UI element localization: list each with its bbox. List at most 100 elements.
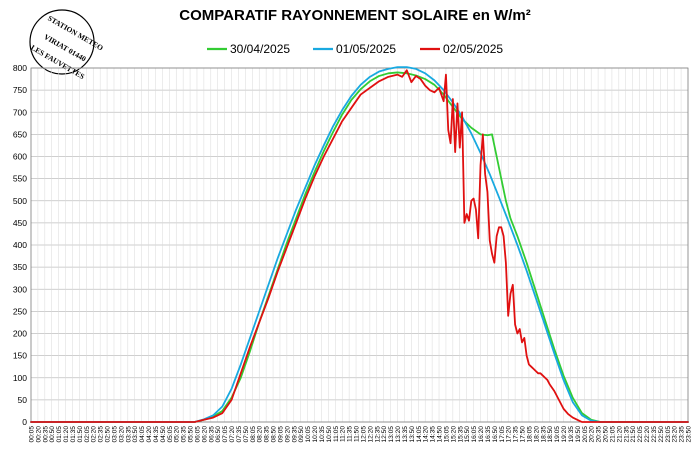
x-tick-label: 19:50 — [575, 426, 582, 443]
x-tick-label: 17:35 — [513, 426, 520, 443]
x-tick-label: 16:50 — [492, 426, 499, 443]
x-tick-label: 23:20 — [672, 426, 679, 443]
y-tick-label: 100 — [13, 373, 27, 383]
x-tick-label: 11:50 — [354, 426, 361, 442]
y-tick-label: 350 — [13, 262, 27, 272]
x-tick-label: 14:20 — [423, 426, 430, 443]
y-axis-ticks: 0 50 100 150 200 250 300 350 400 450 500 550 600 650 7… — [13, 63, 27, 427]
x-tick-label: 01:20 — [63, 426, 70, 443]
x-tick-label: 09:05 — [277, 426, 284, 443]
chart-title: COMPARATIF RAYONNEMENT SOLAIRE en W/m² — [179, 7, 530, 24]
x-tick-label: 03:20 — [118, 426, 125, 443]
x-tick-label: 11:35 — [347, 426, 354, 442]
x-tick-label: 21:35 — [623, 426, 630, 443]
x-tick-label: 13:50 — [409, 426, 416, 443]
x-tick-label: 04:35 — [153, 426, 160, 443]
y-tick-label: 550 — [13, 174, 27, 184]
x-tick-label: 00:50 — [49, 426, 56, 443]
x-tick-label: 21:20 — [616, 426, 623, 443]
stamp-ring — [29, 9, 95, 75]
x-tick-label: 12:05 — [360, 426, 367, 443]
x-tick-label: 01:05 — [56, 426, 63, 443]
x-tick-label: 05:05 — [167, 426, 174, 443]
x-tick-label: 23:05 — [665, 426, 672, 443]
series-line-3 — [30, 69, 689, 423]
x-tick-label: 12:50 — [381, 426, 388, 443]
series-line-2 — [30, 66, 689, 423]
x-tick-label: 00:05 — [29, 426, 36, 443]
x-tick-label: 19:20 — [561, 426, 568, 443]
x-tick-label: 19:05 — [554, 426, 561, 443]
x-tick-label: 06:35 — [208, 426, 215, 443]
x-tick-label: 06:50 — [215, 426, 222, 443]
y-tick-label: 150 — [13, 351, 27, 361]
x-tick-label: 18:20 — [533, 426, 540, 443]
y-tick-label: 750 — [13, 85, 27, 95]
x-tick-label: 22:50 — [658, 426, 665, 443]
plot-area-border — [30, 67, 689, 423]
x-tick-label: 13:05 — [388, 426, 395, 443]
x-tick-label: 16:05 — [471, 426, 478, 443]
x-tick-label: 23:50 — [686, 426, 693, 443]
legend: 30/04/2025 01/05/2025 02/05/2025 — [207, 42, 503, 56]
x-tick-label: 22:05 — [637, 426, 644, 443]
x-tick-label: 15:05 — [443, 426, 450, 443]
x-tick-label: 17:20 — [506, 426, 513, 443]
x-tick-label: 04:20 — [146, 426, 153, 443]
x-tick-label: 20:20 — [589, 426, 596, 443]
y-tick-label: 400 — [13, 240, 27, 250]
x-tick-label: 21:50 — [630, 426, 637, 443]
y-tick-label: 200 — [13, 329, 27, 339]
x-tick-label: 07:35 — [236, 426, 243, 443]
legend-label-2: 01/05/2025 — [336, 42, 396, 56]
x-tick-label: 05:20 — [174, 426, 181, 443]
x-tick-label: 05:50 — [188, 426, 195, 443]
y-tick-label: 0 — [22, 417, 27, 427]
x-tick-label: 06:05 — [194, 426, 201, 443]
y-tick-label: 800 — [13, 63, 27, 73]
x-tick-label: 17:05 — [499, 426, 506, 443]
x-tick-label: 15:35 — [457, 426, 464, 443]
x-tick-label: 08:05 — [250, 426, 257, 443]
x-tick-label: 07:20 — [229, 426, 236, 443]
y-tick-label: 700 — [13, 107, 27, 117]
x-tick-label: 08:20 — [257, 426, 264, 443]
x-tick-label: 13:20 — [395, 426, 402, 443]
x-tick-label: 07:50 — [243, 426, 250, 443]
x-tick-label: 03:35 — [125, 426, 132, 443]
x-tick-label: 02:20 — [91, 426, 98, 443]
x-tick-label: 11:05 — [333, 426, 340, 442]
x-tick-label: 20:50 — [603, 426, 610, 443]
x-tick-label: 10:05 — [305, 426, 312, 443]
x-tick-label: 16:20 — [478, 426, 485, 443]
x-tick-label: 02:35 — [98, 426, 105, 443]
x-tick-label: 10:35 — [319, 426, 326, 443]
x-tick-label: 15:50 — [464, 426, 471, 443]
x-tick-label: 08:50 — [271, 426, 278, 443]
legend-label-3: 02/05/2025 — [443, 42, 503, 56]
x-tick-label: 14:05 — [416, 426, 423, 443]
x-tick-label: 20:05 — [582, 426, 589, 443]
y-tick-label: 300 — [13, 284, 27, 294]
x-tick-label: 12:35 — [374, 426, 381, 443]
x-tick-label: 15:20 — [450, 426, 457, 443]
x-tick-label: 00:35 — [42, 426, 49, 443]
y-tick-label: 250 — [13, 306, 27, 316]
x-tick-label: 02:05 — [84, 426, 91, 443]
x-tick-label: 23:35 — [679, 426, 686, 443]
x-tick-label: 22:20 — [644, 426, 651, 443]
x-tick-label: 18:50 — [547, 426, 554, 443]
x-tick-label: 16:35 — [485, 426, 492, 443]
series-lines — [30, 66, 689, 423]
x-tick-label: 05:35 — [181, 426, 188, 443]
x-tick-label: 11:20 — [340, 426, 347, 442]
x-tick-label: 04:50 — [160, 426, 167, 443]
x-tick-label: 17:50 — [520, 426, 527, 443]
x-tick-label: 08:35 — [264, 426, 271, 443]
legend-label-1: 30/04/2025 — [230, 42, 290, 56]
x-tick-label: 00:20 — [35, 426, 42, 443]
x-tick-label: 18:35 — [540, 426, 547, 443]
x-tick-label: 09:35 — [291, 426, 298, 443]
